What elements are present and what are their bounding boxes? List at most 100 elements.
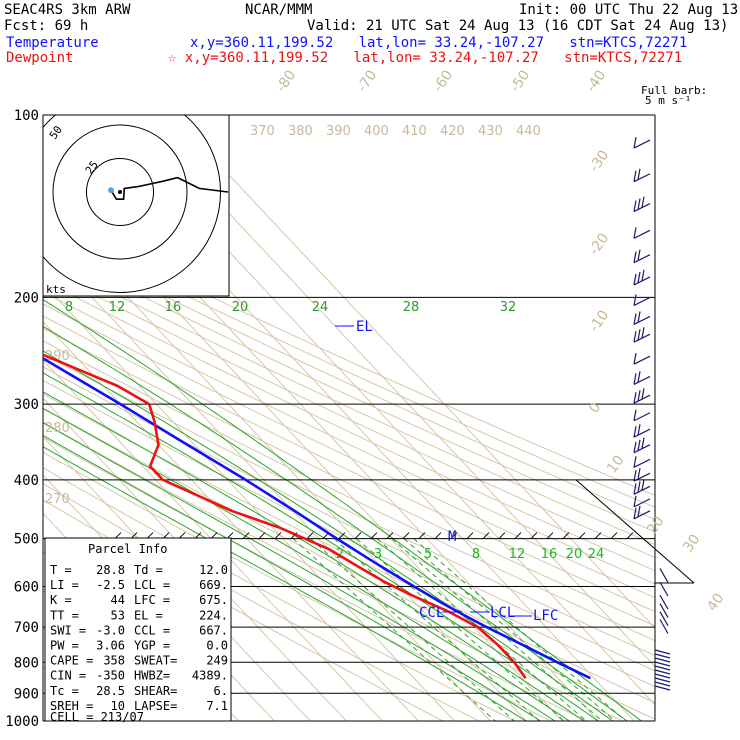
mixing-ratio-label: 16 bbox=[165, 300, 182, 315]
parcel-info-value: 28.5 bbox=[96, 684, 125, 698]
pressure-tick-label: 1000 bbox=[5, 714, 39, 730]
moist-adiabat bbox=[43, 422, 556, 721]
hatch-mark bbox=[562, 532, 570, 539]
pressure-tick-label: 500 bbox=[14, 532, 39, 548]
wind-barb bbox=[633, 510, 651, 520]
parcel-info-value: 675. bbox=[199, 593, 228, 607]
hatch-mark bbox=[594, 532, 602, 539]
parcel-info-key: PW = bbox=[50, 639, 79, 653]
parcel-info-key: TT = bbox=[50, 608, 79, 622]
hodograph-box bbox=[42, 114, 230, 297]
wind-barb bbox=[633, 229, 651, 239]
dry-adiabat bbox=[43, 257, 655, 546]
mixing-ratio-label: 12 bbox=[509, 547, 526, 562]
isotherm-label: -60 bbox=[430, 67, 456, 95]
wind-barb bbox=[633, 498, 651, 508]
dry-adiabat bbox=[43, 214, 655, 496]
wind-barb bbox=[659, 568, 669, 583]
moist-adiabat bbox=[43, 325, 628, 721]
mixing-ratio-label: 16 bbox=[541, 547, 558, 562]
parcel-info-box bbox=[44, 537, 232, 722]
wind-barb bbox=[654, 685, 671, 691]
theta-side-label: 270 bbox=[45, 492, 70, 507]
hatch-mark bbox=[274, 532, 282, 539]
wind-barb-flag bbox=[633, 200, 637, 212]
mixing-ratio-label: 12 bbox=[109, 300, 126, 315]
moist-adiabat bbox=[43, 350, 613, 721]
dry-adiabat bbox=[43, 246, 655, 533]
parcel-info-value: 3.06 bbox=[96, 639, 125, 653]
mixing-ratio-label: 20 bbox=[232, 300, 249, 315]
m-label: M bbox=[448, 529, 456, 545]
wind-barb bbox=[654, 681, 671, 687]
wind-barb bbox=[659, 594, 669, 610]
parcel-info-key: CCL = bbox=[134, 623, 170, 637]
theta-label: 380 bbox=[288, 124, 313, 139]
parcel-info-key: CIN = bbox=[50, 669, 86, 683]
wind-barb-flag bbox=[641, 388, 645, 400]
wind-barb-flag bbox=[633, 294, 637, 306]
isotherm-label: 0 bbox=[586, 400, 604, 416]
wind-barb-flag bbox=[633, 507, 637, 519]
dry-adiabat bbox=[43, 451, 552, 721]
dry-adiabat bbox=[43, 268, 655, 558]
mixing-ratio-label: 8 bbox=[65, 300, 73, 315]
parcel-info-key: SREH = bbox=[50, 699, 93, 713]
wind-barb bbox=[659, 581, 669, 597]
hatch-mark bbox=[530, 532, 538, 539]
wind-barb-flag bbox=[633, 227, 637, 239]
wind-barb-flag bbox=[637, 311, 641, 323]
isotherm bbox=[172, 115, 655, 629]
mixing-ratio-label: 24 bbox=[312, 300, 329, 315]
parcel-info-key: LI = bbox=[50, 578, 79, 592]
wind-barb-flag bbox=[633, 426, 637, 438]
hatch-mark bbox=[370, 532, 378, 539]
wind-barb-flag bbox=[633, 456, 637, 468]
parcel-info-value: 358 bbox=[103, 654, 125, 668]
hodograph-center bbox=[118, 190, 122, 194]
parcel-info-key: LFC = bbox=[134, 593, 170, 607]
hatch-mark bbox=[514, 532, 522, 539]
wind-barb-flag bbox=[641, 269, 645, 282]
wind-barb bbox=[659, 619, 669, 634]
dry-adiabat bbox=[43, 303, 655, 599]
parcel-info-key: SHEAR= bbox=[134, 684, 177, 698]
hatch-mark bbox=[338, 532, 346, 539]
isotherm bbox=[136, 115, 655, 668]
wind-barb-flag bbox=[637, 329, 641, 341]
wind-barb-flag bbox=[633, 483, 637, 495]
theta-label: 410 bbox=[402, 124, 427, 139]
theta-label: 390 bbox=[326, 124, 351, 139]
dry-adiabat bbox=[43, 393, 655, 704]
wind-barb bbox=[633, 254, 651, 264]
dry-adiabat bbox=[43, 224, 655, 508]
moist-adiabat bbox=[43, 446, 527, 721]
wind-barb bbox=[654, 649, 671, 655]
isotherm bbox=[43, 282, 455, 721]
hodograph-ring bbox=[43, 115, 221, 293]
parcel-info-value: 0.0 bbox=[206, 639, 228, 653]
wind-barb bbox=[633, 428, 651, 438]
hodograph-ring bbox=[52, 124, 188, 260]
theta-side-label: 280 bbox=[45, 421, 70, 436]
isotherm-label: 20 bbox=[644, 514, 667, 538]
hodograph-ring-label: 25 bbox=[83, 158, 101, 176]
wind-barb bbox=[633, 458, 651, 468]
parcel-info-value: -2.5 bbox=[96, 578, 125, 592]
wind-barb bbox=[633, 173, 651, 183]
isotherm bbox=[43, 244, 491, 721]
wind-barb-flag bbox=[633, 251, 637, 263]
wind-barb bbox=[633, 375, 651, 385]
right-boundary-line bbox=[575, 479, 695, 584]
moist-adiabat bbox=[43, 407, 570, 721]
parcel-info-key: YGP = bbox=[134, 639, 170, 653]
hatch-mark bbox=[578, 532, 586, 539]
wind-barb bbox=[659, 603, 669, 618]
pressure-tick-label: 200 bbox=[14, 290, 39, 306]
dry-adiabat bbox=[43, 291, 655, 585]
wind-barb bbox=[633, 139, 651, 149]
wind-barb-flag bbox=[641, 479, 645, 491]
wind-barb-flag bbox=[641, 196, 645, 208]
parcel-info-value: -3.0 bbox=[96, 623, 125, 637]
